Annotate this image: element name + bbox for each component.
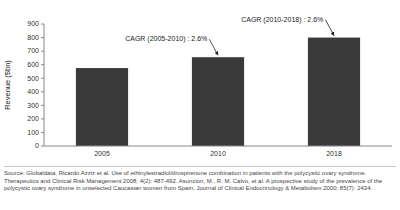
y-tick (41, 132, 44, 133)
y-tick-label: 200 (27, 115, 39, 122)
annotation: CAGR (2010-2018) : 2.6% (241, 16, 323, 24)
y-tick (41, 78, 44, 79)
x-tick-label: 2005 (94, 150, 110, 157)
x-axis-line (44, 146, 392, 147)
y-tick-label: 0 (35, 142, 39, 149)
y-tick (41, 118, 44, 119)
y-tick-label: 300 (27, 102, 39, 109)
x-tick-label: 2018 (326, 150, 342, 157)
y-tick-label: 700 (27, 47, 39, 54)
x-tick-label: 2010 (210, 150, 226, 157)
source-note: Source: Globaldata, Ricardo Azziz et al.… (4, 166, 396, 193)
bar (192, 57, 244, 146)
y-tick-label: 500 (27, 75, 39, 82)
y-tick (41, 24, 44, 25)
y-tick (41, 105, 44, 106)
y-tick (41, 91, 44, 92)
y-tick (41, 51, 44, 52)
y-tick-label: 800 (27, 34, 39, 41)
y-tick-label: 400 (27, 88, 39, 95)
y-tick-label: 600 (27, 61, 39, 68)
annotation-arrow (325, 20, 334, 36)
y-axis-line (44, 24, 45, 146)
bar (308, 38, 360, 146)
y-tick-label: 100 (27, 129, 39, 136)
y-tick (41, 146, 44, 147)
y-tick-label: 900 (27, 20, 39, 27)
annotation: CAGR (2005-2010) : 2.6% (125, 35, 207, 43)
bar (76, 68, 128, 146)
y-axis-label: Revenue ($bn) (3, 60, 12, 110)
y-tick (41, 64, 44, 65)
y-tick (41, 37, 44, 38)
annotation-arrow (209, 39, 218, 55)
